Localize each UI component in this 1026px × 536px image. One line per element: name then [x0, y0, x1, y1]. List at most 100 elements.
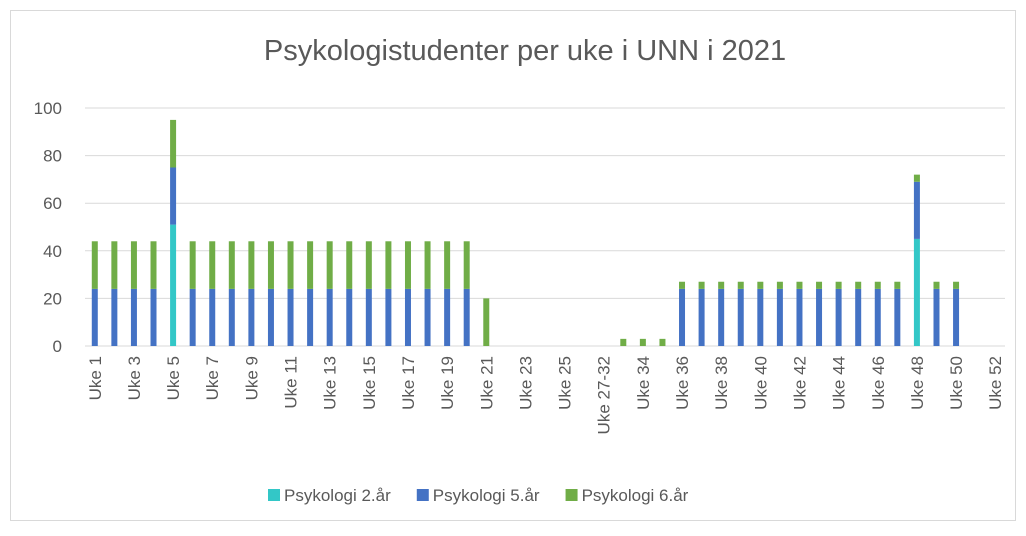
- bar-segment: [796, 288, 803, 346]
- x-tick-label: Uke 52: [986, 356, 1005, 410]
- bar-segment: [424, 241, 431, 289]
- x-tick-label: Uke 36: [673, 356, 692, 410]
- bar-segment: [463, 241, 470, 289]
- legend-swatch: [268, 489, 280, 501]
- bar-segment: [757, 288, 764, 346]
- bar-segment: [346, 288, 353, 346]
- x-tick-label: Uke 23: [516, 356, 535, 410]
- x-tick-label: Uke 9: [242, 356, 261, 400]
- bar-segment: [287, 288, 294, 346]
- bar-segment: [737, 281, 744, 289]
- legend-label: Psykologi 6.år: [582, 486, 689, 505]
- bar-segment: [326, 288, 333, 346]
- chart-border: [10, 10, 1016, 521]
- x-tick-label: Uke 3: [125, 356, 144, 400]
- bar-segment: [444, 241, 451, 289]
- bar-segment: [111, 288, 118, 346]
- bar-segment: [835, 288, 842, 346]
- bar-segment: [444, 288, 451, 346]
- x-tick-label: Uke 1: [86, 356, 105, 400]
- bar-segment: [737, 288, 744, 346]
- bar-segment: [189, 241, 196, 289]
- bar-segment: [620, 338, 627, 346]
- bar-segment: [894, 288, 901, 346]
- bar-segment: [776, 281, 783, 289]
- x-tick-label: Uke 11: [282, 356, 301, 409]
- bar-segment: [365, 288, 372, 346]
- bar-segment: [698, 288, 705, 346]
- bar-segment: [365, 241, 372, 289]
- bar-segment: [913, 238, 920, 346]
- x-tick-label: Uke 13: [321, 356, 340, 410]
- bar-segment: [209, 241, 216, 289]
- bar-segment: [698, 281, 705, 289]
- x-tick-label: Uke 44: [830, 356, 849, 410]
- bar-segment: [463, 288, 470, 346]
- bar-segment: [150, 241, 157, 289]
- bar-segment: [835, 281, 842, 289]
- x-tick-label: Uke 50: [947, 356, 966, 410]
- bar-segment: [718, 281, 725, 289]
- bar-segment: [385, 241, 392, 289]
- x-tick-label: Uke 48: [908, 356, 927, 410]
- bar-segment: [679, 288, 686, 346]
- x-tick-label: Uke 21: [477, 356, 496, 410]
- bar-segment: [796, 281, 803, 289]
- legend-swatch: [416, 489, 429, 501]
- bar-segment: [91, 241, 98, 289]
- bar-segment: [228, 241, 235, 289]
- bar-segment: [953, 288, 960, 346]
- bar-segment: [933, 281, 940, 289]
- bar-segment: [170, 224, 177, 346]
- bar-segment: [855, 281, 862, 289]
- x-tick-label: Uke 15: [360, 356, 379, 410]
- y-tick-label: 0: [53, 337, 62, 356]
- bar-segment: [248, 288, 255, 346]
- x-tick-label: Uke 25: [556, 356, 575, 410]
- bar-segment: [776, 288, 783, 346]
- bar-segment: [933, 288, 940, 346]
- bar-segment: [953, 281, 960, 289]
- legend-swatch: [565, 489, 578, 501]
- legend-label: Psykologi 5.år: [433, 486, 540, 505]
- bar-segment: [718, 288, 725, 346]
- bar-segment: [855, 288, 862, 346]
- legend-label: Psykologi 2.år: [284, 486, 391, 505]
- bar-segment: [130, 288, 137, 346]
- bar-segment: [659, 338, 666, 346]
- bar-segment: [170, 167, 177, 225]
- bar-segment: [404, 241, 411, 289]
- bar-segment: [424, 288, 431, 346]
- x-tick-label: Uke 40: [751, 356, 770, 410]
- x-tick-label: Uke 46: [869, 356, 888, 410]
- y-tick-label: 60: [43, 194, 62, 213]
- x-tick-label: Uke 34: [634, 356, 653, 410]
- bar-segment: [404, 288, 411, 346]
- bar-segment: [483, 298, 490, 346]
- bar-segment: [816, 281, 823, 289]
- bar-segment: [679, 281, 686, 289]
- y-tick-label: 40: [43, 242, 62, 261]
- x-tick-label: Uke 7: [203, 356, 222, 400]
- bar-segment: [170, 119, 177, 168]
- bar-segment: [209, 288, 216, 346]
- y-tick-label: 80: [43, 147, 62, 166]
- bar-segment: [307, 241, 314, 289]
- bar-segment: [189, 288, 196, 346]
- bar-segment: [913, 181, 920, 239]
- bar-segment: [913, 174, 920, 182]
- bar-segment: [150, 288, 157, 346]
- bar-segment: [874, 281, 881, 289]
- y-tick-label: 20: [43, 289, 62, 308]
- bar-segment: [130, 241, 137, 289]
- bar-segment: [326, 241, 333, 289]
- bar-segment: [639, 338, 646, 346]
- bar-segment: [816, 288, 823, 346]
- bar-segment: [91, 288, 98, 346]
- bar-segment: [385, 288, 392, 346]
- bar-segment: [346, 241, 353, 289]
- bar-segment: [894, 281, 901, 289]
- bar-segment: [267, 288, 274, 346]
- x-tick-label: Uke 19: [438, 356, 457, 410]
